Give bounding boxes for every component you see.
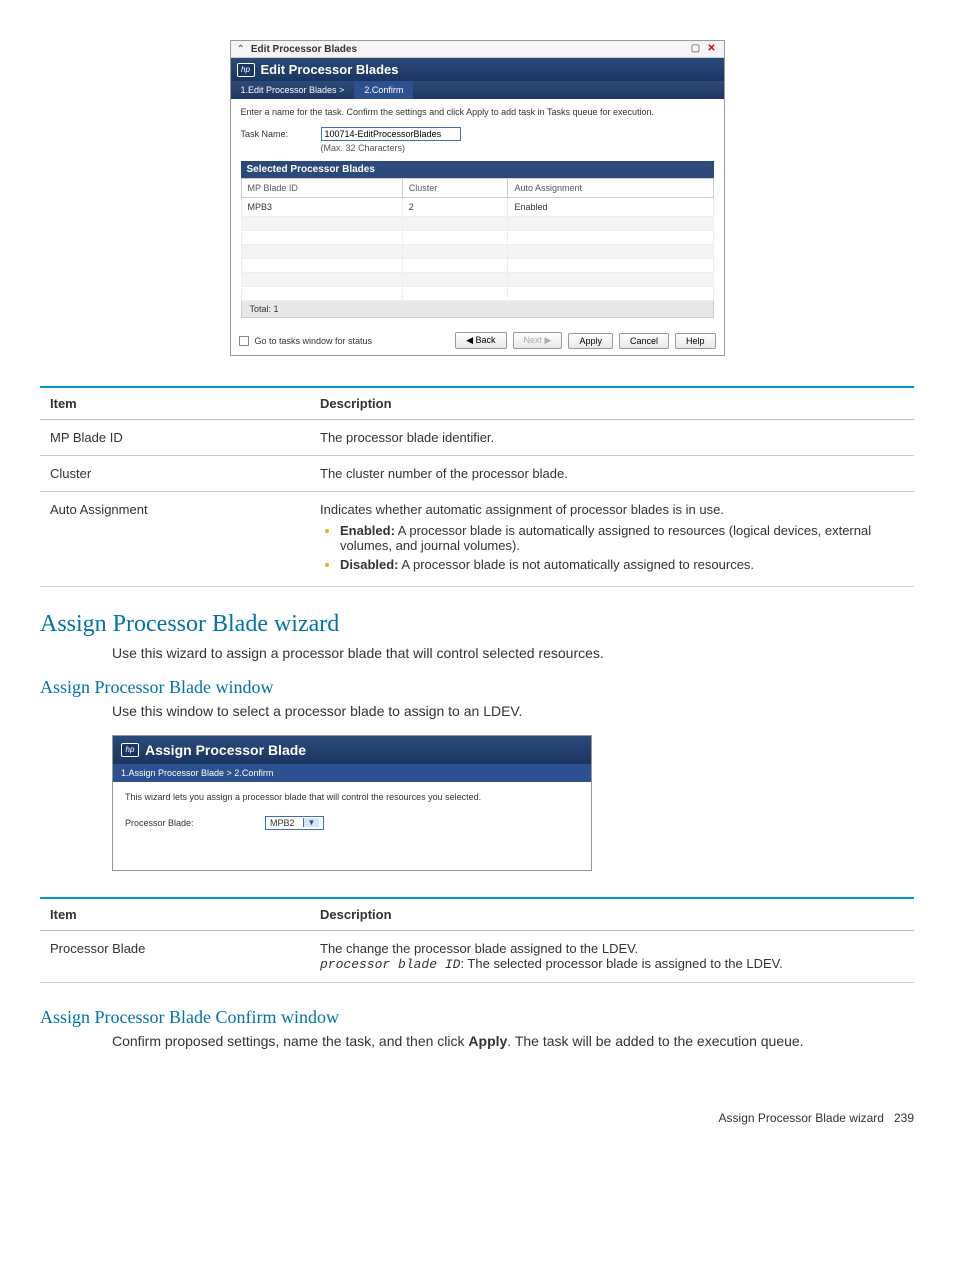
- subsection-heading-confirm: Assign Processor Blade Confirm window: [40, 1007, 914, 1028]
- list-item: Disabled: A processor blade is not autom…: [340, 557, 904, 572]
- desc-intro: Indicates whether automatic assignment o…: [320, 502, 724, 517]
- table-row: [241, 273, 713, 287]
- cell-mp-blade-id: MPB3: [241, 198, 402, 217]
- task-name-row: Task Name: (Max. 32 Characters): [241, 127, 714, 153]
- col-auto-assignment[interactable]: Auto Assignment: [508, 179, 713, 198]
- dialog-header-title: Assign Processor Blade: [145, 742, 306, 758]
- cell-item: Processor Blade: [40, 930, 310, 982]
- table-row: [241, 231, 713, 245]
- table-row: Auto Assignment Indicates whether automa…: [40, 492, 914, 587]
- task-name-hint: (Max. 32 Characters): [321, 143, 461, 153]
- dialog-header: hp Edit Processor Blades: [231, 58, 724, 81]
- section-paragraph: Use this wizard to assign a processor bl…: [112, 644, 914, 663]
- apply-button[interactable]: Apply: [568, 333, 613, 349]
- select-value: MPB2: [270, 818, 295, 828]
- mono-id: processor blade ID: [320, 957, 460, 972]
- dialog-instruction: This wizard lets you assign a processor …: [125, 792, 579, 802]
- section-paragraph: Confirm proposed settings, name the task…: [112, 1032, 914, 1051]
- table-row: MP Blade ID The processor blade identifi…: [40, 420, 914, 456]
- section-heading-wizard: Assign Processor Blade wizard: [40, 611, 914, 638]
- table-row[interactable]: MPB3 2 Enabled: [241, 198, 713, 217]
- footer-title: Assign Processor Blade wizard: [719, 1111, 884, 1125]
- dialog-breadcrumb: 1.Assign Processor Blade > 2.Confirm: [113, 764, 591, 782]
- col-cluster[interactable]: Cluster: [402, 179, 508, 198]
- table-row: Processor Blade The change the processor…: [40, 930, 914, 982]
- hp-logo-icon: hp: [237, 63, 255, 77]
- next-button[interactable]: Next ▶: [513, 332, 563, 349]
- para-post: . The task will be added to the executio…: [507, 1033, 803, 1049]
- cell-cluster: 2: [402, 198, 508, 217]
- dialog-header-title: Edit Processor Blades: [261, 62, 399, 77]
- table-row: Cluster The cluster number of the proces…: [40, 456, 914, 492]
- status-checkbox-label: Go to tasks window for status: [255, 336, 373, 346]
- cell-auto-assignment: Enabled: [508, 198, 713, 217]
- processor-blade-select[interactable]: MPB2 ▼: [265, 816, 324, 830]
- edit-processor-blades-dialog: ⌃ Edit Processor Blades ▢ ✕ hp Edit Proc…: [230, 40, 725, 356]
- status-checkbox[interactable]: [239, 336, 249, 346]
- table-row: [241, 245, 713, 259]
- bullet-text: A processor blade is not automatically a…: [399, 557, 755, 572]
- chevron-down-icon: ▼: [303, 818, 320, 827]
- cell-description: The cluster number of the processor blad…: [310, 456, 914, 492]
- bullet-text: A processor blade is automatically assig…: [340, 523, 871, 553]
- breadcrumb-step-1[interactable]: 1.Edit Processor Blades >: [231, 81, 355, 99]
- dialog-footer: Go to tasks window for status ◀ Back Nex…: [231, 326, 724, 355]
- selected-blades-header: Selected Processor Blades: [241, 161, 714, 178]
- bullet-label: Disabled:: [340, 557, 399, 572]
- table-row: [241, 287, 713, 301]
- maximize-icon[interactable]: ▢: [690, 43, 702, 55]
- breadcrumb-step-2[interactable]: 2.Confirm: [354, 81, 413, 99]
- cell-description: The change the processor blade assigned …: [310, 930, 914, 982]
- cancel-button[interactable]: Cancel: [619, 333, 669, 349]
- desc-line-2: processor blade ID: The selected process…: [320, 956, 904, 972]
- task-name-input[interactable]: [321, 127, 461, 141]
- col-description: Description: [310, 898, 914, 931]
- para-pre: Confirm proposed settings, name the task…: [112, 1033, 468, 1049]
- help-button[interactable]: Help: [675, 333, 716, 349]
- assign-processor-blade-dialog: hp Assign Processor Blade 1.Assign Proce…: [112, 735, 592, 871]
- cell-item: Cluster: [40, 456, 310, 492]
- dialog-titlebar-text: Edit Processor Blades: [251, 44, 690, 55]
- bullet-label: Enabled:: [340, 523, 395, 538]
- processor-blade-label: Processor Blade:: [125, 818, 245, 828]
- cell-description: The processor blade identifier.: [310, 420, 914, 456]
- description-table-1: Item Description MP Blade ID The process…: [40, 386, 914, 587]
- footer-page-number: 239: [894, 1111, 914, 1125]
- table-row: [241, 217, 713, 231]
- hp-logo-icon: hp: [121, 743, 139, 757]
- desc-rest: : The selected processor blade is assign…: [460, 956, 782, 971]
- table-row: [241, 259, 713, 273]
- col-description: Description: [310, 387, 914, 420]
- page-footer: Assign Processor Blade wizard 239: [40, 1111, 914, 1125]
- table-total: Total: 1: [241, 301, 714, 318]
- dialog-header: hp Assign Processor Blade: [113, 736, 591, 764]
- dialog-titlebar: ⌃ Edit Processor Blades ▢ ✕: [231, 41, 724, 58]
- section-paragraph: Use this window to select a processor bl…: [112, 702, 914, 721]
- dialog-instruction: Enter a name for the task. Confirm the s…: [241, 107, 714, 117]
- subsection-heading-window: Assign Processor Blade window: [40, 677, 914, 698]
- list-item: Enabled: A processor blade is automatica…: [340, 523, 904, 553]
- processor-blade-row: Processor Blade: MPB2 ▼: [125, 816, 579, 830]
- selected-blades-table: MP Blade ID Cluster Auto Assignment MPB3…: [241, 178, 714, 301]
- dialog-body: Enter a name for the task. Confirm the s…: [231, 99, 724, 326]
- cell-description: Indicates whether automatic assignment o…: [310, 492, 914, 587]
- task-name-label: Task Name:: [241, 127, 311, 139]
- cell-item: Auto Assignment: [40, 492, 310, 587]
- description-table-2: Item Description Processor Blade The cha…: [40, 897, 914, 983]
- para-strong: Apply: [468, 1033, 507, 1049]
- dialog-breadcrumb: 1.Edit Processor Blades > 2.Confirm: [231, 81, 724, 99]
- desc-line-1: The change the processor blade assigned …: [320, 941, 904, 956]
- cell-item: MP Blade ID: [40, 420, 310, 456]
- col-mp-blade-id[interactable]: MP Blade ID: [241, 179, 402, 198]
- back-button[interactable]: ◀ Back: [455, 332, 506, 349]
- collapse-icon[interactable]: ⌃: [237, 44, 245, 55]
- col-item: Item: [40, 898, 310, 931]
- col-item: Item: [40, 387, 310, 420]
- dialog-body: This wizard lets you assign a processor …: [113, 782, 591, 870]
- close-icon[interactable]: ✕: [706, 43, 718, 55]
